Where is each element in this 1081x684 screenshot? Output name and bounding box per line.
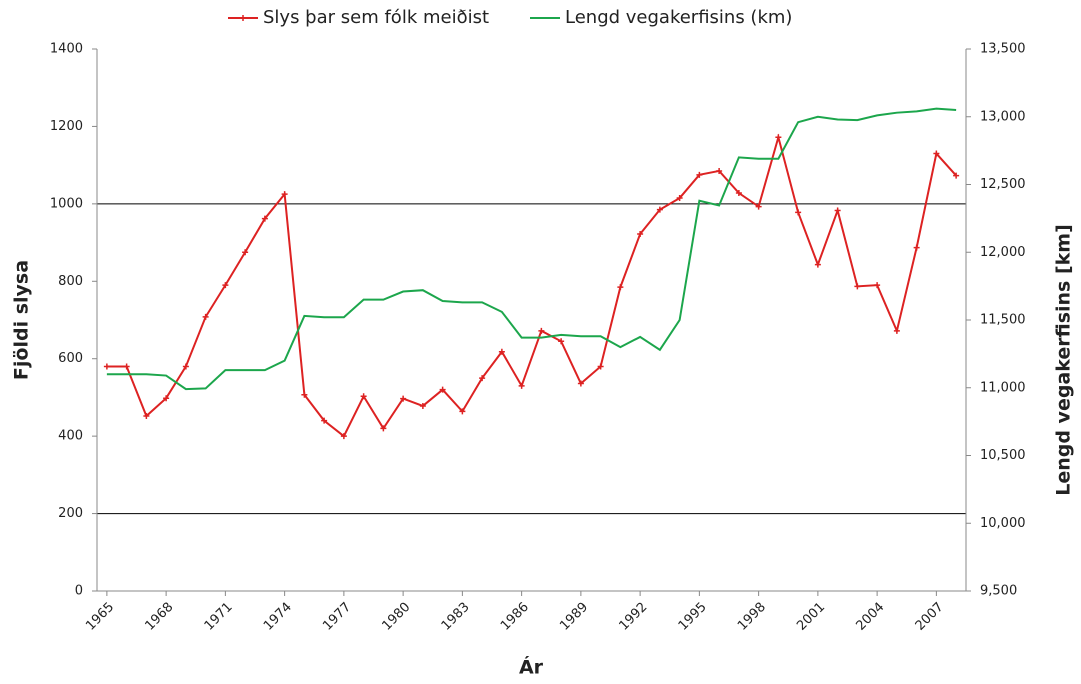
point-marker	[775, 134, 782, 141]
y-tick-label: 400	[58, 429, 83, 444]
point-marker	[538, 327, 545, 334]
point-marker	[360, 393, 367, 400]
y-tick-label: 200	[58, 506, 83, 521]
point-marker	[459, 408, 466, 415]
point-marker	[143, 413, 150, 420]
y-tick-label: 800	[58, 274, 83, 289]
y2-axis-title: Lengd vegakerfisins [km]	[1053, 224, 1075, 496]
x-tick-label: 2007	[913, 600, 947, 634]
point-marker	[696, 171, 703, 178]
point-marker	[242, 249, 249, 256]
point-marker	[893, 327, 900, 334]
legend-marker	[240, 15, 246, 21]
y2-tick-label: 13,000	[980, 109, 1026, 124]
y-tick-label: 0	[75, 584, 83, 599]
point-marker	[913, 244, 920, 251]
point-marker	[834, 207, 841, 214]
x-axis-title: Ár	[519, 656, 544, 679]
y-tick-label: 1400	[50, 42, 83, 57]
series-line	[106, 107, 957, 391]
x-tick-label: 1971	[202, 600, 236, 634]
x-tick-label: 1992	[616, 600, 650, 634]
y2-tick-label: 11,000	[980, 380, 1026, 395]
point-marker	[123, 363, 130, 370]
point-marker	[735, 190, 742, 197]
point-marker	[854, 283, 861, 290]
point-marker	[577, 380, 584, 387]
x-tick-label: 1977	[320, 600, 354, 634]
point-marker	[163, 395, 170, 402]
point-marker	[281, 191, 288, 198]
y2-tick-label: 9,500	[980, 584, 1017, 599]
y-tick-label: 1000	[50, 196, 83, 211]
point-marker	[261, 215, 268, 222]
point-marker	[479, 375, 486, 382]
point-marker	[202, 313, 209, 320]
y2-tick-label: 13,500	[980, 42, 1026, 57]
x-tick-label: 1983	[439, 600, 473, 634]
point-marker	[518, 382, 525, 389]
series-line	[106, 133, 957, 438]
y2-tick-label: 12,500	[980, 177, 1026, 192]
point-marker	[419, 402, 426, 409]
x-tick-label: 1974	[261, 600, 295, 634]
point-marker	[755, 203, 762, 210]
point-marker	[676, 195, 683, 202]
point-marker	[340, 433, 347, 440]
point-marker	[182, 363, 189, 370]
y-tick-label: 600	[58, 351, 83, 366]
x-tick-label: 1989	[557, 600, 591, 634]
x-tick-label: 1980	[379, 600, 413, 634]
point-marker	[814, 261, 821, 268]
point-marker	[933, 150, 940, 157]
x-tick-label: 1998	[735, 600, 769, 634]
point-marker	[103, 363, 110, 370]
y2-tick-label: 12,000	[980, 245, 1026, 260]
x-tick-label: 2001	[794, 600, 828, 634]
point-marker	[439, 386, 446, 393]
point-marker	[400, 395, 407, 402]
y-axis-title: Fjöldi slysa	[11, 260, 33, 380]
point-marker	[380, 425, 387, 432]
point-marker	[498, 348, 505, 355]
y-tick-label: 1200	[50, 119, 83, 134]
y2-tick-label: 10,000	[980, 516, 1026, 531]
x-tick-label: 1995	[676, 600, 710, 634]
legend-label: Slys þar sem fólk meiðist	[263, 7, 489, 28]
x-tick-label: 1965	[83, 600, 117, 634]
point-marker	[795, 209, 802, 216]
point-marker	[558, 338, 565, 345]
legend-label: Lengd vegakerfisins (km)	[565, 7, 792, 28]
y2-tick-label: 11,500	[980, 313, 1026, 328]
x-tick-label: 1986	[498, 600, 532, 634]
point-marker	[716, 167, 723, 174]
point-marker	[301, 391, 308, 398]
point-marker	[321, 417, 328, 424]
point-marker	[597, 363, 604, 370]
point-marker	[656, 206, 663, 213]
x-tick-label: 2004	[853, 600, 887, 634]
point-marker	[222, 282, 229, 289]
point-marker	[874, 282, 881, 289]
point-marker	[637, 231, 644, 238]
point-marker	[953, 172, 960, 179]
point-marker	[617, 284, 624, 291]
x-tick-label: 1968	[142, 600, 176, 634]
y2-tick-label: 10,500	[980, 448, 1026, 463]
